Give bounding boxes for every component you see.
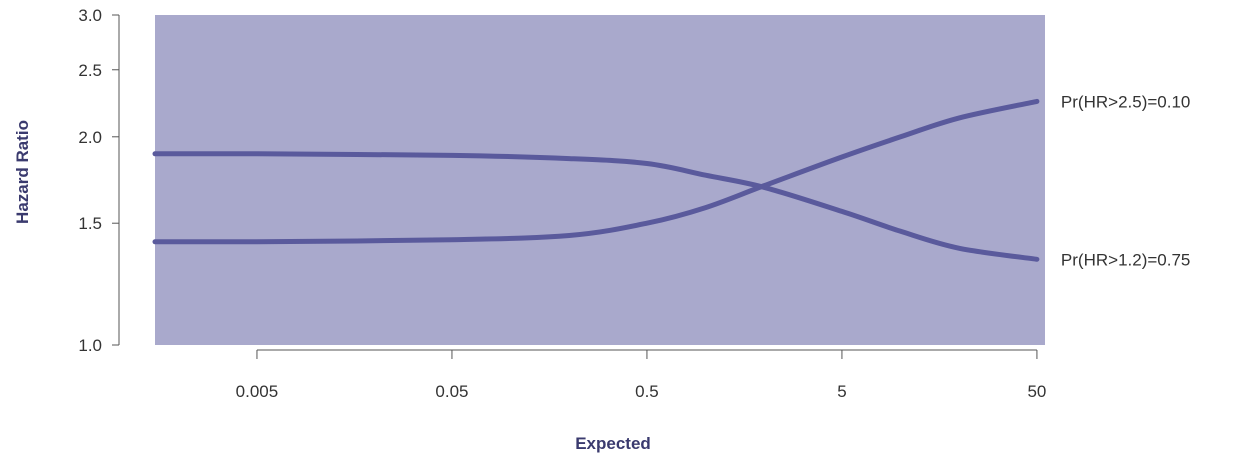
y-tick-label: 2.0 [78,128,102,147]
x-axis-title: Expected [575,434,651,453]
y-tick-label: 1.0 [78,336,102,355]
x-tick-label: 5 [837,382,846,401]
y-axis-title: Hazard Ratio [13,120,32,224]
y-tick-label: 2.5 [78,61,102,80]
y-tick-label: 1.5 [78,214,102,233]
shaded-region [155,15,1045,345]
series-line-1 [152,98,1040,245]
y-axis: 1.0 1.5 2.0 2.5 3.0 [78,6,120,355]
x-tick-label: 0.005 [236,382,279,401]
x-tick-label: 50 [1027,382,1046,401]
series-line-2 [152,151,1040,262]
series-group: Pr(HR>2.5)=0.10 Pr(HR>1.2)=0.75 [152,92,1190,269]
series-label-2: Pr(HR>1.2)=0.75 [1061,250,1190,269]
y-tick-label: 3.0 [78,6,102,25]
x-axis: 0.005 0.05 0.5 5 50 [236,349,1046,401]
x-tick-label: 0.05 [435,382,468,401]
series-label-1: Pr(HR>2.5)=0.10 [1061,92,1190,111]
x-tick-label: 0.5 [635,382,659,401]
